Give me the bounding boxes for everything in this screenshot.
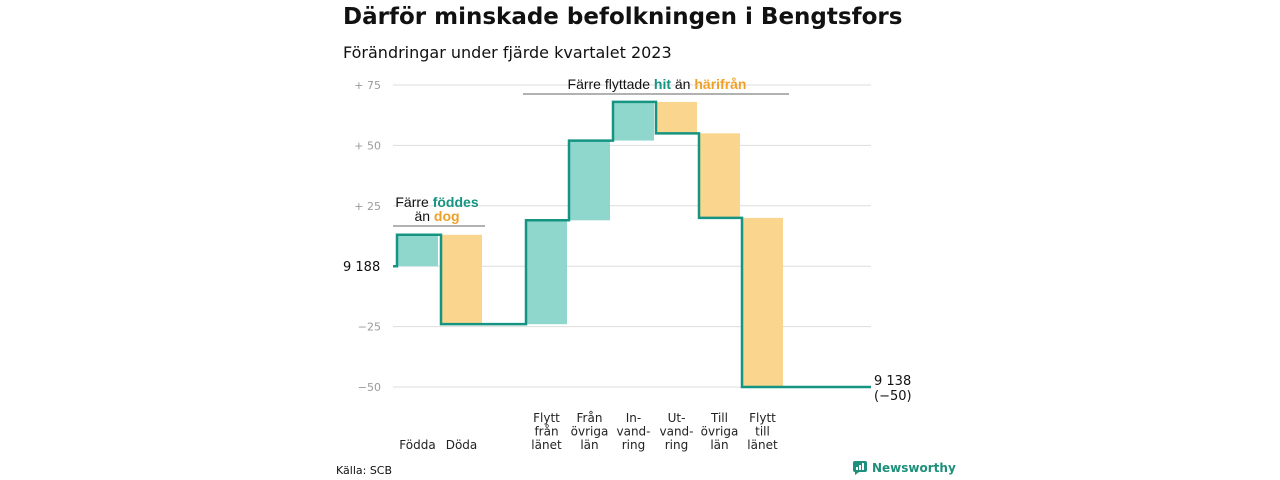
- category-label-0-0: Födda: [399, 438, 435, 452]
- y-tick-label-2: + 25: [354, 200, 381, 213]
- category-label-2-0: Flytt: [533, 411, 560, 425]
- category-label-4-1: vand-: [616, 425, 650, 439]
- births-annotation-text2: än: [414, 208, 430, 224]
- category-label-7-0: Flytt: [749, 411, 776, 425]
- category-label-1-0: Döda: [446, 438, 478, 452]
- category-label-3-1: övriga: [571, 425, 609, 439]
- chart-bubble-icon: [853, 461, 867, 475]
- category-label-3-2: län: [580, 438, 598, 452]
- y-tick-label-0: + 75: [354, 79, 381, 92]
- y-tick-label-4: −25: [358, 321, 381, 334]
- brand-logo: Newsworthy: [853, 461, 956, 475]
- category-label-2-1: från: [534, 425, 558, 439]
- end-value-label: 9 138: [874, 374, 911, 389]
- category-labels: Födda DödaFlyttfrånlänetFrånövrigalänIn-v…: [399, 411, 778, 452]
- category-label-7-2: länet: [747, 438, 778, 452]
- category-label-3-0: Från: [577, 411, 603, 425]
- y-axis-ticks: + 75 + 50 + 25 −25 −50: [354, 79, 381, 394]
- end-change-label: (−50): [874, 389, 912, 404]
- category-label-2-2: länet: [531, 438, 562, 452]
- bar-7: [742, 217, 783, 387]
- category-label-5-1: vand-: [659, 425, 693, 439]
- category-label-4-0: In-: [626, 411, 641, 425]
- step-line: [393, 100, 871, 389]
- svg-text:Färre föddes: Färre föddes: [395, 194, 478, 210]
- bars: [397, 101, 783, 387]
- brand-name: Newsworthy: [872, 461, 956, 475]
- migration-annotation-emphasis1: hit: [654, 76, 671, 92]
- category-label-5-0: Ut-: [668, 411, 686, 425]
- bar-6: [699, 133, 740, 218]
- start-value-label: 9 188: [343, 260, 380, 275]
- category-label-6-2: län: [710, 438, 728, 452]
- births-annotation-text1: Färre: [395, 194, 429, 210]
- svg-text:Färre flyttade hit: Färre flyttade hit än härifrån: [568, 76, 747, 92]
- migration-annotation: Färre flyttade hit än härifrån: [523, 76, 789, 95]
- category-label-4-2: ring: [622, 438, 646, 452]
- category-label-6-1: övriga: [701, 425, 739, 439]
- migration-annotation-text1: Färre flyttade: [568, 76, 651, 92]
- migration-annotation-emphasis2: härifrån: [694, 76, 746, 92]
- bar-3: [569, 140, 610, 221]
- category-label-6-0: Till: [710, 411, 728, 425]
- category-label-7-1: till: [755, 425, 770, 439]
- category-label-5-2: ring: [665, 438, 689, 452]
- y-tick-label-5: −50: [358, 381, 381, 394]
- gridlines: [393, 84, 871, 388]
- births-annotation: Färre föddes än dog: [393, 194, 485, 227]
- bar-5: [656, 101, 697, 134]
- migration-annotation-text2: än: [675, 76, 691, 92]
- births-annotation-emphasis2: dog: [434, 208, 460, 224]
- bar-2: [526, 220, 567, 325]
- bar-1: [441, 234, 482, 325]
- svg-text:än dog: än dog: [414, 208, 459, 224]
- step-line-path: [393, 100, 871, 389]
- chart-title: Därför minskade befolkningen i Bengtsfor…: [343, 4, 903, 30]
- births-annotation-emphasis1: föddes: [433, 194, 479, 210]
- chart-subtitle: Förändringar under fjärde kvartalet 2023: [343, 43, 672, 62]
- y-tick-label-1: + 50: [354, 139, 381, 152]
- bar-0: [397, 234, 438, 267]
- source-note: Källa: SCB: [336, 464, 393, 477]
- bar-4: [613, 101, 654, 141]
